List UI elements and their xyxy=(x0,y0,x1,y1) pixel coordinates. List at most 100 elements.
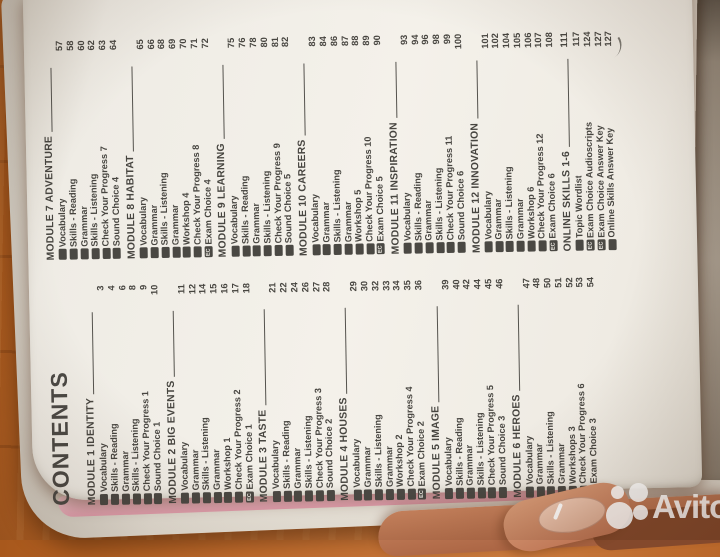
spacer xyxy=(553,56,555,173)
spacer xyxy=(520,57,522,199)
toc-entry-label: Check Your Progress 1 xyxy=(140,391,153,491)
exam-choice-icon: EC xyxy=(377,244,385,255)
toc-entry-page-number: 80 xyxy=(259,37,270,61)
toc-entry-page-number: 15 xyxy=(208,284,219,308)
exam-choice-icon: EC xyxy=(205,247,213,258)
spacer xyxy=(572,301,574,426)
toc-entry-label: Grammar xyxy=(493,199,505,240)
toc-entry-page-number: 21 xyxy=(268,282,279,306)
spacer xyxy=(95,64,97,173)
exam-choice-icon xyxy=(192,492,200,503)
spacer xyxy=(278,61,279,143)
exam-choice-icon xyxy=(70,249,78,260)
spacer xyxy=(186,63,188,193)
toc-entry-page-number: 26 xyxy=(300,282,311,306)
watermark-label: Avito xyxy=(652,489,720,525)
toc-entry-label: Skills - Listening xyxy=(159,172,171,245)
spacer xyxy=(246,62,248,176)
module-block: MODULE 5 IMAGE Vocabulary 39 Skills - Re… xyxy=(428,279,509,500)
toc-entry-page-number: 84 xyxy=(318,36,329,60)
module-items: Vocabulary 29 Grammar 30 Skills - Listen… xyxy=(348,280,427,501)
toc-entry-page-number: 63 xyxy=(97,40,108,64)
leader-line xyxy=(92,313,94,394)
exam-choice-icon xyxy=(305,490,313,501)
module-heading: ONLINE SKILLS 1-6 xyxy=(561,151,575,252)
module-block: MODULE 7 ADVENTURE Vocabulary 57 Skills … xyxy=(42,40,123,261)
toc-entry-label: Exam Choice 4 xyxy=(202,179,214,245)
toc-entry-page-number: 104 xyxy=(501,33,512,57)
exam-choice-icon xyxy=(283,491,291,502)
module-block: MODULE 6 HEROES Vocabulary 47 Grammar 48… xyxy=(509,277,600,498)
spacer xyxy=(357,305,359,439)
toc-entry-label: Vocabulary xyxy=(57,198,69,247)
toc-entry-label: Exam Choice 6 xyxy=(547,173,559,239)
toc-entry-page-number: 124 xyxy=(582,31,593,55)
exam-choice-icon xyxy=(526,487,534,498)
spacer xyxy=(165,63,167,172)
spacer xyxy=(330,306,332,419)
exam-choice-icon xyxy=(447,242,455,253)
exam-choice-icon xyxy=(143,493,151,504)
heading-page-number: 111 xyxy=(559,32,571,56)
exam-choice-icon xyxy=(425,243,433,254)
toc-entry-page-number: 71 xyxy=(189,38,200,62)
toc-entry-label: Online Skills Answer Key xyxy=(605,128,618,238)
spacer xyxy=(176,63,178,205)
spacer xyxy=(540,302,542,444)
toc-entry-label: Exam Choice 2 xyxy=(416,421,428,487)
toc-entry-label: Vocabulary xyxy=(523,436,535,485)
spacer xyxy=(378,305,380,414)
exam-choice-icon xyxy=(484,242,492,253)
toc-entry-page-number: 36 xyxy=(413,280,424,304)
toc-entry-page-number: 94 xyxy=(409,34,420,58)
leader-line xyxy=(476,60,478,118)
exam-choice-icon xyxy=(404,243,412,254)
spacer xyxy=(235,62,237,196)
toc-entry-page-number: 16 xyxy=(219,283,230,307)
toc-entry-label: Grammar xyxy=(342,201,354,242)
toc-entry-page-number: 66 xyxy=(146,39,157,63)
spacer xyxy=(594,301,596,418)
toc-entry-page-number: 18 xyxy=(241,283,252,307)
toc-entry-page-number: 17 xyxy=(230,283,241,307)
toc-entry-page-number: 90 xyxy=(372,35,383,59)
toc-entry-page-number: 6 xyxy=(117,285,128,309)
spacer xyxy=(84,64,86,206)
toc-entry-label: Vocabulary xyxy=(401,192,413,241)
avito-logo-icon xyxy=(611,486,624,499)
spacer xyxy=(562,302,564,444)
exam-choice-icon xyxy=(477,487,485,498)
exam-choice-icon xyxy=(133,493,141,504)
toc-entry-page-number: 4 xyxy=(106,285,117,309)
exam-choice-icon xyxy=(194,247,202,258)
exam-choice-icon xyxy=(264,246,272,257)
toc-entry-page-number: 14 xyxy=(198,284,209,308)
toc-entry-page-number: 117 xyxy=(571,32,582,56)
exam-choice-icon xyxy=(414,243,422,254)
exam-choice-icon xyxy=(499,487,507,498)
exam-choice-icon xyxy=(327,490,335,501)
toc-entry-page-number: 12 xyxy=(187,284,198,308)
toc-entry-label: Vocabulary xyxy=(270,440,282,489)
spacer xyxy=(502,303,504,416)
toc-entry-page-number: 28 xyxy=(322,282,333,306)
toc-entry-label: Grammar xyxy=(170,204,182,245)
exam-choice-icon: EC xyxy=(418,488,426,499)
module-block: MODULE 1 IDENTITY Vocabulary 3 Skills - … xyxy=(83,285,164,506)
toc-entry-page-number: 65 xyxy=(135,39,146,63)
toc-entry-label: Grammar xyxy=(556,443,568,484)
leader-line xyxy=(304,63,306,135)
toc-entry-page-number: 88 xyxy=(350,36,361,60)
avito-logo-icon xyxy=(633,505,648,520)
toc-entry-label: Skills - Reading xyxy=(240,176,252,245)
spacer xyxy=(143,63,145,197)
exam-choice-icon xyxy=(231,246,239,257)
exam-choice-icon xyxy=(355,244,363,255)
toc-entry-page-number: 48 xyxy=(531,278,542,302)
module-heading: MODULE 10 CAREERS xyxy=(297,139,311,256)
spacer xyxy=(407,59,409,193)
module-heading: MODULE 5 IMAGE xyxy=(430,406,444,500)
toc-entry-page-number: 45 xyxy=(483,279,494,303)
toc-entry-page-number: 53 xyxy=(575,277,586,301)
toc-entry-label: Skills - Reading xyxy=(281,420,293,489)
